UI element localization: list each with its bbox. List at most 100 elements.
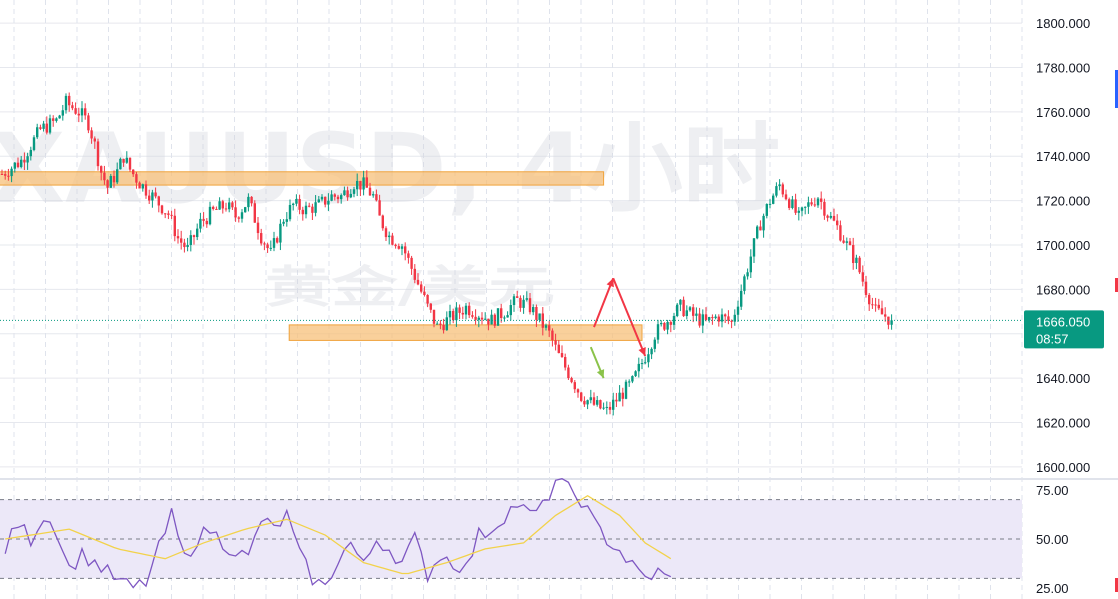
- candle-body: [516, 296, 519, 298]
- candle-body: [631, 376, 634, 382]
- candle-body: [58, 115, 61, 119]
- candle-body: [746, 272, 749, 277]
- candle-body: [804, 206, 807, 208]
- candle-body: [576, 389, 580, 393]
- candle-body: [218, 201, 221, 210]
- candle-body: [570, 378, 573, 383]
- candle-body: [7, 175, 10, 177]
- candle-body: [890, 320, 893, 325]
- arrow-head: [606, 278, 614, 288]
- candle-body: [74, 108, 77, 114]
- candle-body: [615, 399, 618, 402]
- candle-body: [215, 208, 218, 210]
- candle-body: [740, 290, 743, 307]
- candle-body: [45, 123, 48, 133]
- candle-body: [212, 206, 215, 209]
- candle-body: [727, 316, 730, 321]
- candle-body: [132, 169, 135, 175]
- candle-body: [237, 217, 240, 219]
- candle-body: [109, 175, 112, 188]
- rsi-pane: [0, 478, 1022, 589]
- candle-body: [90, 130, 93, 139]
- candle-body: [528, 298, 532, 313]
- candle-body: [884, 314, 887, 317]
- candle-body: [663, 323, 666, 330]
- candle-body: [468, 305, 471, 316]
- candle-body: [151, 192, 154, 201]
- candle-body: [541, 313, 544, 328]
- candle-body: [666, 322, 669, 330]
- candle-body: [80, 108, 84, 116]
- candle-body: [688, 307, 692, 311]
- rsi-ma-line: [5, 494, 672, 575]
- candle-body: [848, 241, 852, 246]
- candle-body: [413, 268, 416, 280]
- y-tick-label: 1680.000: [1036, 282, 1090, 297]
- candle-body: [797, 210, 800, 213]
- scroll-indicator[interactable]: [1115, 70, 1118, 108]
- candle-body: [93, 138, 96, 142]
- candle-body: [141, 184, 144, 189]
- candle-body: [298, 198, 301, 210]
- candle-body: [61, 110, 64, 116]
- candle-body: [586, 400, 589, 405]
- candle-body: [810, 202, 813, 205]
- candle-body: [368, 187, 372, 196]
- candle-body: [333, 194, 336, 197]
- candle-body: [320, 196, 324, 200]
- candle-body: [784, 194, 788, 200]
- bar-countdown: 08:57: [1036, 331, 1069, 346]
- candle-body: [138, 182, 141, 189]
- candle-body: [301, 209, 304, 215]
- candle-body: [52, 118, 55, 121]
- candle-body: [116, 169, 119, 183]
- candle-body: [778, 184, 781, 187]
- candle-body: [0, 173, 4, 175]
- candle-body: [474, 316, 477, 320]
- candle-body: [317, 199, 320, 203]
- candle-body: [807, 202, 810, 207]
- candle-body: [640, 363, 644, 365]
- candle-body: [679, 299, 682, 305]
- candle-body: [160, 205, 164, 214]
- candle-body: [580, 392, 583, 401]
- candle-body: [154, 192, 157, 197]
- candle-body: [336, 196, 340, 200]
- candle-body: [176, 236, 180, 239]
- candle-body: [538, 313, 541, 320]
- candle-body: [592, 397, 596, 405]
- candle-body: [253, 203, 256, 223]
- candle-body: [852, 245, 855, 264]
- candle-body: [106, 180, 109, 188]
- candle-body: [388, 235, 391, 238]
- candle-body: [698, 313, 701, 326]
- candle-body: [260, 233, 263, 244]
- candle-body: [704, 314, 708, 320]
- candle-body: [247, 196, 250, 208]
- candle-body: [375, 194, 378, 201]
- candle-body: [685, 310, 688, 317]
- candle-body: [324, 196, 327, 205]
- candle-body: [842, 240, 845, 243]
- candle-body: [352, 189, 356, 194]
- y-tick-label: 1700.000: [1036, 238, 1090, 253]
- rsi-tick-label: 75.00: [1036, 483, 1069, 498]
- candle-body: [506, 315, 509, 318]
- candle-body: [311, 206, 314, 213]
- candle-body: [314, 202, 317, 213]
- candle-body: [839, 225, 842, 241]
- candle-body: [346, 190, 349, 198]
- candle-body: [266, 244, 269, 249]
- candle-body: [500, 308, 503, 319]
- candle-body: [794, 199, 797, 213]
- candle-body: [48, 118, 52, 133]
- candle-body: [672, 316, 676, 325]
- rsi-axis: 75.00 50.00 25.00: [1036, 483, 1069, 596]
- candle-body: [560, 353, 564, 358]
- candle-body: [496, 308, 500, 326]
- candle-body: [196, 228, 199, 238]
- candle-body: [391, 235, 394, 245]
- candle-body: [429, 303, 432, 310]
- candle-body: [100, 166, 103, 173]
